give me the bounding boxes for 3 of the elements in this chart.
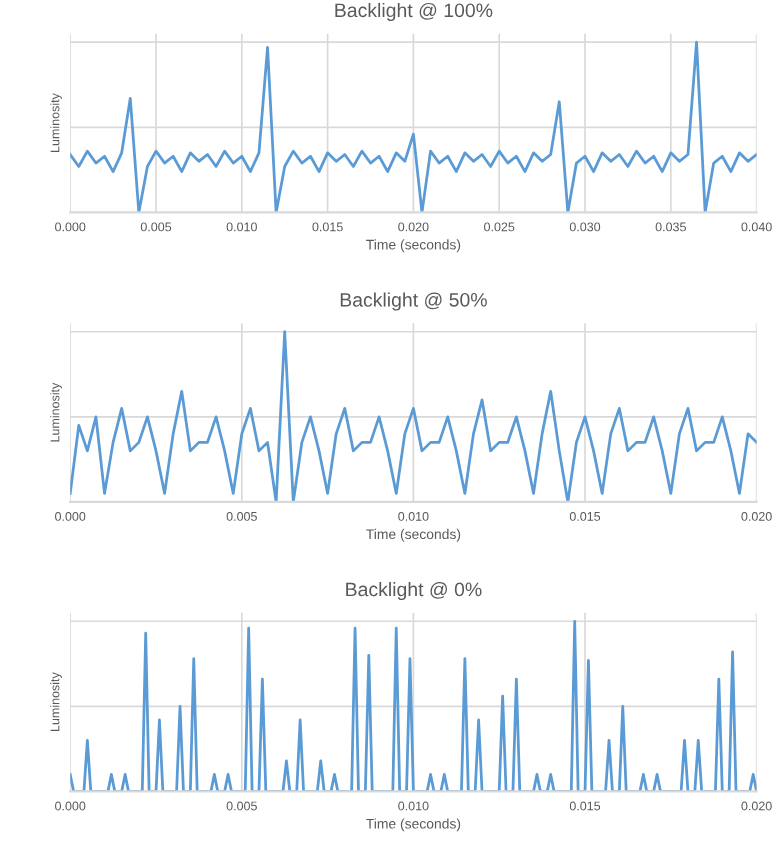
- chart-title: Backlight @ 0%: [346, 582, 482, 601]
- chart-title: Backlight @ 50%: [340, 292, 487, 311]
- chart-title: Backlight @ 100%: [335, 2, 493, 22]
